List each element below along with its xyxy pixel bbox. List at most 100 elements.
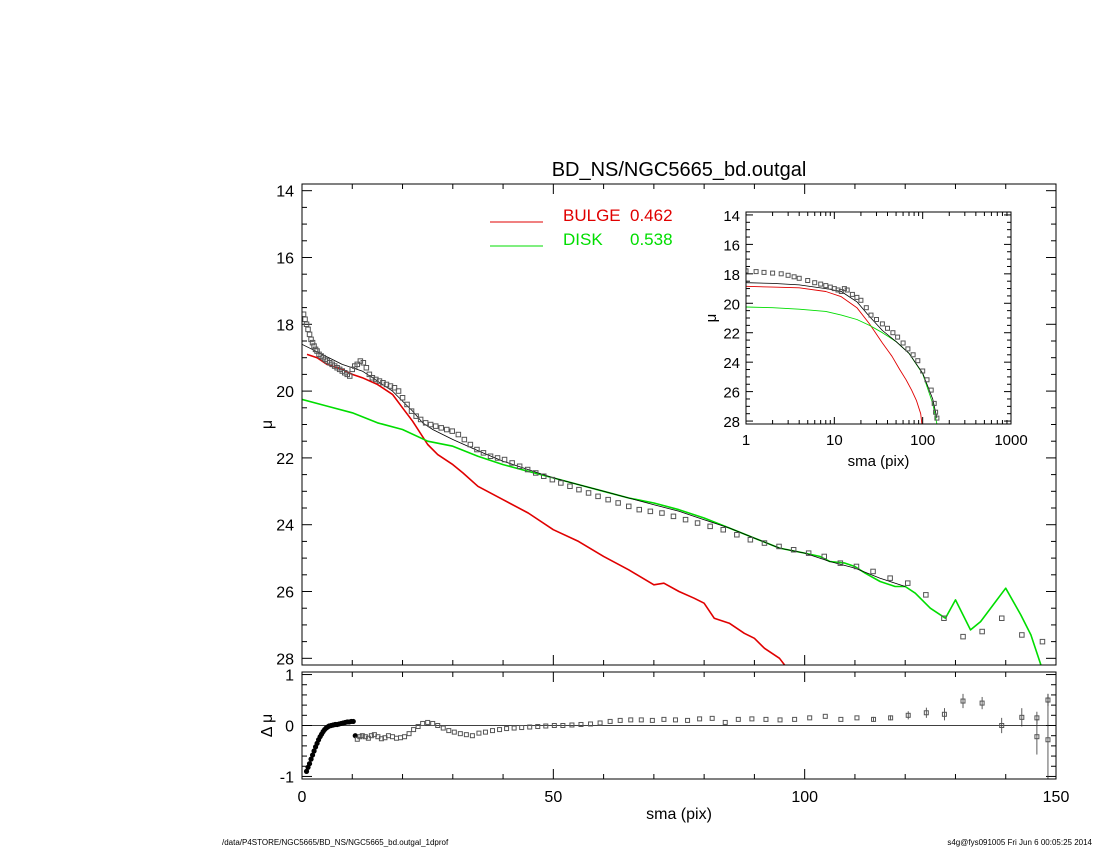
residual-point — [941, 711, 947, 717]
inset-data-point — [858, 297, 864, 303]
inset-data-point — [905, 346, 911, 352]
data-point — [408, 408, 415, 414]
data-point — [887, 575, 893, 581]
residual-point — [457, 731, 463, 737]
data-point — [461, 436, 468, 443]
data-point — [941, 615, 947, 621]
data-point — [821, 553, 827, 560]
data-point — [395, 388, 402, 394]
main-panel: 14 16 18 20 22 24 26 28 BD_NS/NGC5665_bd.outgal μ… — [259, 159, 1057, 668]
residual-point — [709, 715, 715, 721]
inset-data-point — [805, 278, 811, 283]
data-point — [444, 426, 450, 433]
data-point — [438, 425, 444, 431]
y-tick-label: 18 — [276, 317, 294, 334]
data-point — [720, 527, 726, 533]
residual-point — [763, 716, 769, 722]
residual-point — [722, 719, 728, 725]
inset-data-point — [895, 334, 901, 340]
chart-title: BD_NS/NGC5665_bd.outgal — [552, 159, 807, 181]
residual-point — [588, 721, 594, 727]
residual-point — [638, 717, 644, 723]
model-line — [302, 343, 906, 587]
data-point — [694, 520, 701, 526]
data-point — [516, 463, 523, 469]
data-point — [399, 395, 406, 401]
data-point — [308, 336, 314, 343]
data-point — [837, 560, 844, 566]
data-point — [626, 503, 632, 510]
inset-data-point — [885, 325, 890, 331]
inset-y-tick-label: 26 — [723, 385, 740, 402]
inset-data-point — [868, 312, 874, 318]
residual-plot-frame — [301, 671, 1057, 780]
inset-data-point — [854, 294, 860, 300]
data-point — [923, 592, 929, 598]
residual-point — [979, 700, 985, 706]
residual-point — [469, 733, 475, 739]
inset-plot-frame — [745, 211, 1012, 425]
inset-y-tick-label: 16 — [723, 237, 740, 254]
data-point — [853, 563, 860, 570]
data-point — [558, 480, 564, 486]
inset-data-point — [778, 271, 784, 277]
data-point — [979, 628, 985, 635]
residual-point — [411, 727, 417, 733]
residual-point — [357, 734, 363, 740]
inset-data-point — [838, 289, 844, 294]
legend-label: DISK — [563, 230, 603, 249]
inset-data-point — [910, 352, 916, 358]
data-point — [576, 486, 582, 493]
y-tick-label: 28 — [276, 651, 294, 668]
data-point — [659, 510, 665, 516]
data-point — [404, 401, 410, 408]
data-point — [805, 550, 812, 556]
residual-point — [854, 715, 860, 721]
data-point — [1019, 632, 1025, 638]
data-point — [480, 450, 487, 456]
inset-data-point — [890, 330, 896, 336]
residual-point — [807, 715, 813, 721]
data-point — [360, 360, 367, 366]
residual-point — [685, 717, 691, 723]
data-point — [303, 321, 310, 327]
residual-point — [398, 735, 404, 741]
data-point — [647, 508, 654, 515]
residual-point — [365, 735, 371, 741]
y-tick-label: 24 — [276, 518, 294, 535]
inset-data-point — [920, 368, 926, 374]
residual-point — [735, 716, 741, 722]
data-point — [595, 493, 601, 500]
residual-point — [504, 726, 510, 732]
residual-point — [425, 719, 431, 725]
y-axis-label: μ — [259, 420, 276, 429]
inset-data-point — [785, 272, 791, 278]
residual-point — [354, 736, 360, 742]
inset-y-tick-label: 18 — [723, 267, 740, 284]
residual-point — [792, 716, 798, 722]
x-tick-label: 50 — [544, 789, 562, 806]
data-point — [433, 423, 439, 429]
data-point — [357, 358, 364, 364]
residual-point — [511, 725, 517, 731]
residual-point — [905, 712, 911, 718]
residual-point — [490, 728, 496, 734]
inset-x-tick-label: 100 — [910, 432, 935, 449]
data-point — [761, 540, 768, 546]
residual-point — [308, 756, 314, 762]
y-tick-label: 22 — [276, 451, 294, 468]
inset-data-point — [931, 400, 937, 406]
inset-data-point — [928, 387, 934, 393]
data-point — [413, 413, 419, 419]
residual-point — [311, 748, 317, 754]
data-point — [302, 316, 308, 322]
data-point — [373, 376, 379, 383]
residual-point — [923, 710, 929, 716]
residual-point — [535, 724, 541, 730]
res-y-tick-label: 0 — [285, 719, 294, 736]
res-y-tick-label: -1 — [280, 769, 294, 786]
inset-data-point — [874, 317, 879, 322]
x-tick-label: 150 — [1043, 789, 1070, 806]
data-point — [682, 516, 689, 523]
